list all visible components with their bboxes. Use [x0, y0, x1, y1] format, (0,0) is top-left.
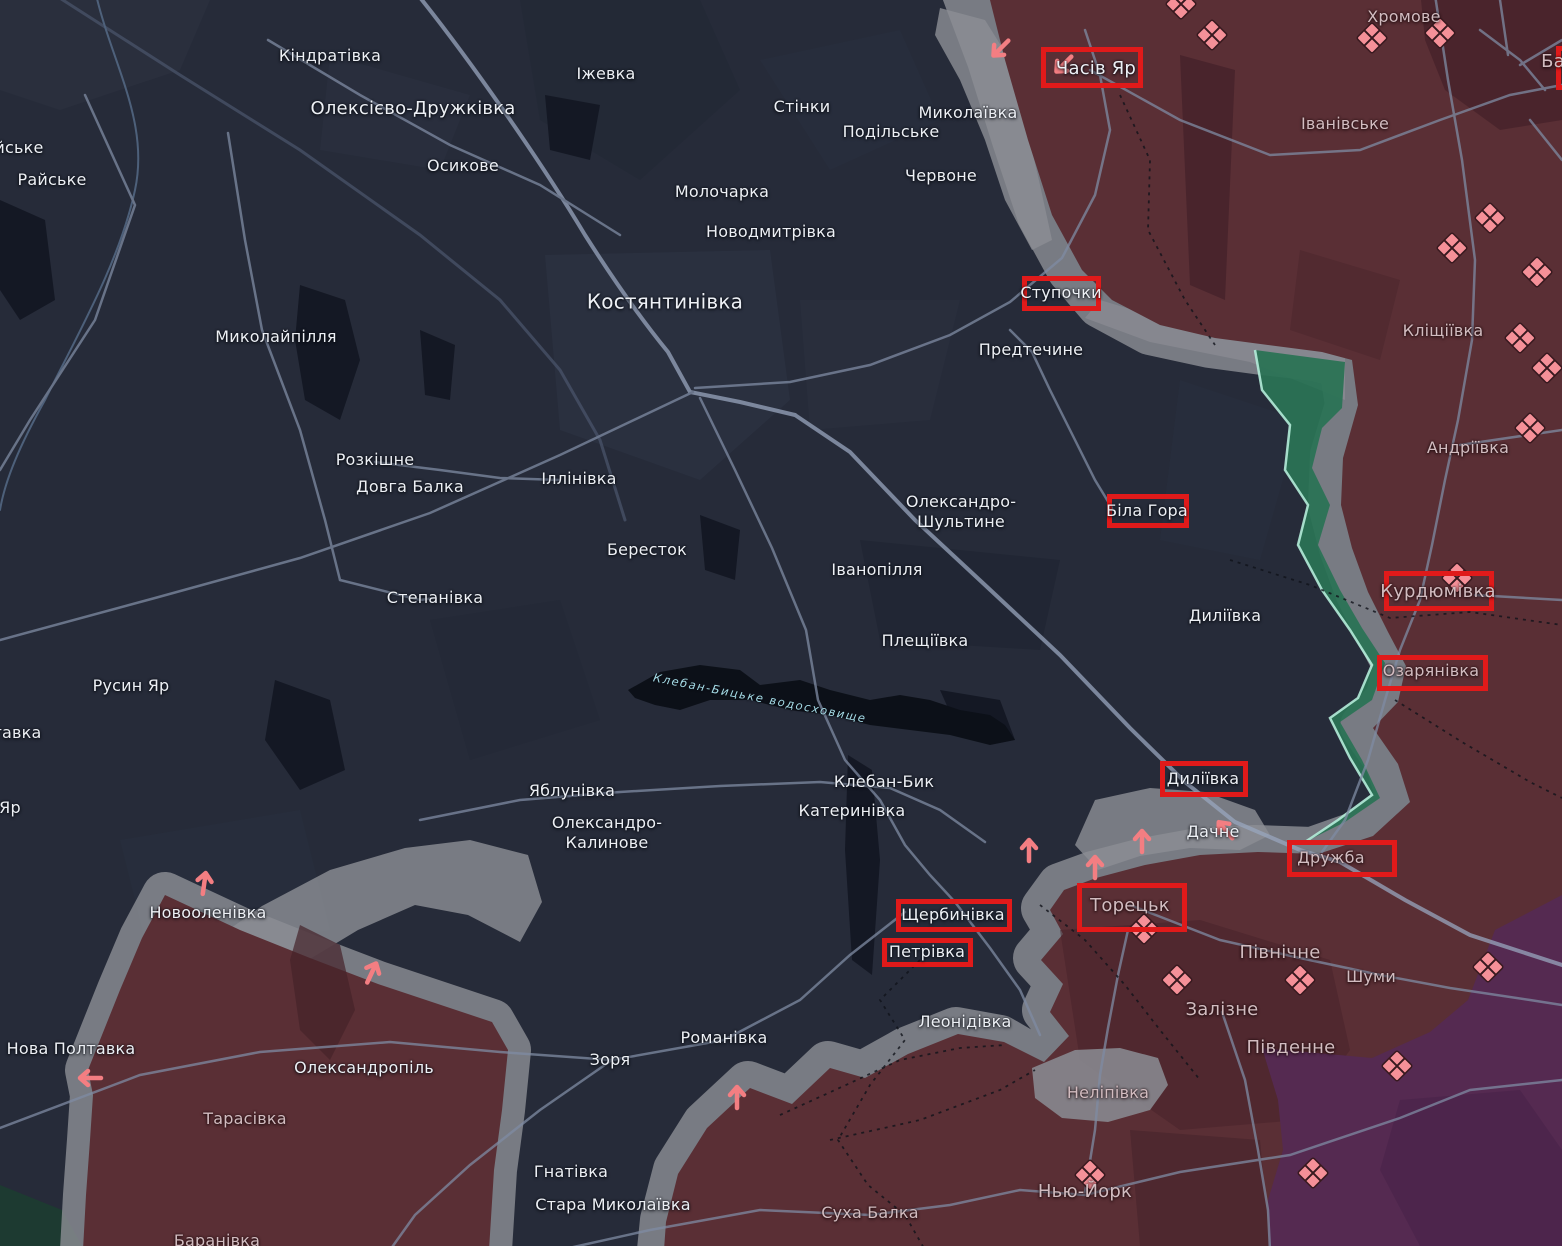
attack-arrow-icon: [1019, 837, 1039, 864]
occupied-2014-dark-patch: [1380, 1090, 1562, 1246]
clash-icon: [1284, 964, 1316, 996]
clash-icon: [1297, 1157, 1329, 1189]
pocket-dark-patch: [290, 925, 355, 1060]
clash-icon: [1424, 17, 1456, 49]
clash-icon: [1504, 322, 1536, 354]
clash-icon: [1474, 202, 1506, 234]
clash-icon: [1521, 256, 1553, 288]
canal-line: [1253, 349, 1374, 844]
attack-arrow-icon: [1054, 54, 1074, 74]
clash-icon: [1441, 562, 1473, 594]
admin-borders: [779, 94, 1562, 1246]
clash-icon: [1161, 964, 1193, 996]
clash-icon: [1074, 1159, 1106, 1191]
attack-arrow-icon: [195, 870, 214, 897]
attack-arrows-layer: [77, 38, 1235, 1111]
occupied-pocket: [83, 895, 508, 1246]
clash-icon: [1381, 1050, 1413, 1082]
contested-zone-chasivyar: [935, 8, 1052, 250]
attack-arrow-icon: [991, 38, 1011, 58]
attack-arrow-icon: [1132, 828, 1152, 855]
clash-icon: [1472, 951, 1504, 983]
occupied-territory: [664, 0, 1562, 1246]
contested-zone-top: [1085, 300, 1345, 400]
attack-arrow-icon: [364, 961, 382, 985]
attack-arrow-icon: [1216, 819, 1235, 841]
clash-icon: [1514, 412, 1546, 444]
attack-arrow-icon: [727, 1084, 747, 1111]
clash-icon: [1165, 0, 1197, 20]
clash-icons-layer: [1074, 0, 1562, 1191]
field-patches: [0, 0, 1300, 960]
clash-icon: [1196, 19, 1228, 51]
attack-arrow-icon: [1085, 854, 1105, 881]
clash-icon: [1436, 232, 1468, 264]
attack-arrow-icon: [77, 1068, 104, 1088]
clash-icon: [1531, 352, 1562, 384]
clash-icon: [1356, 22, 1388, 54]
